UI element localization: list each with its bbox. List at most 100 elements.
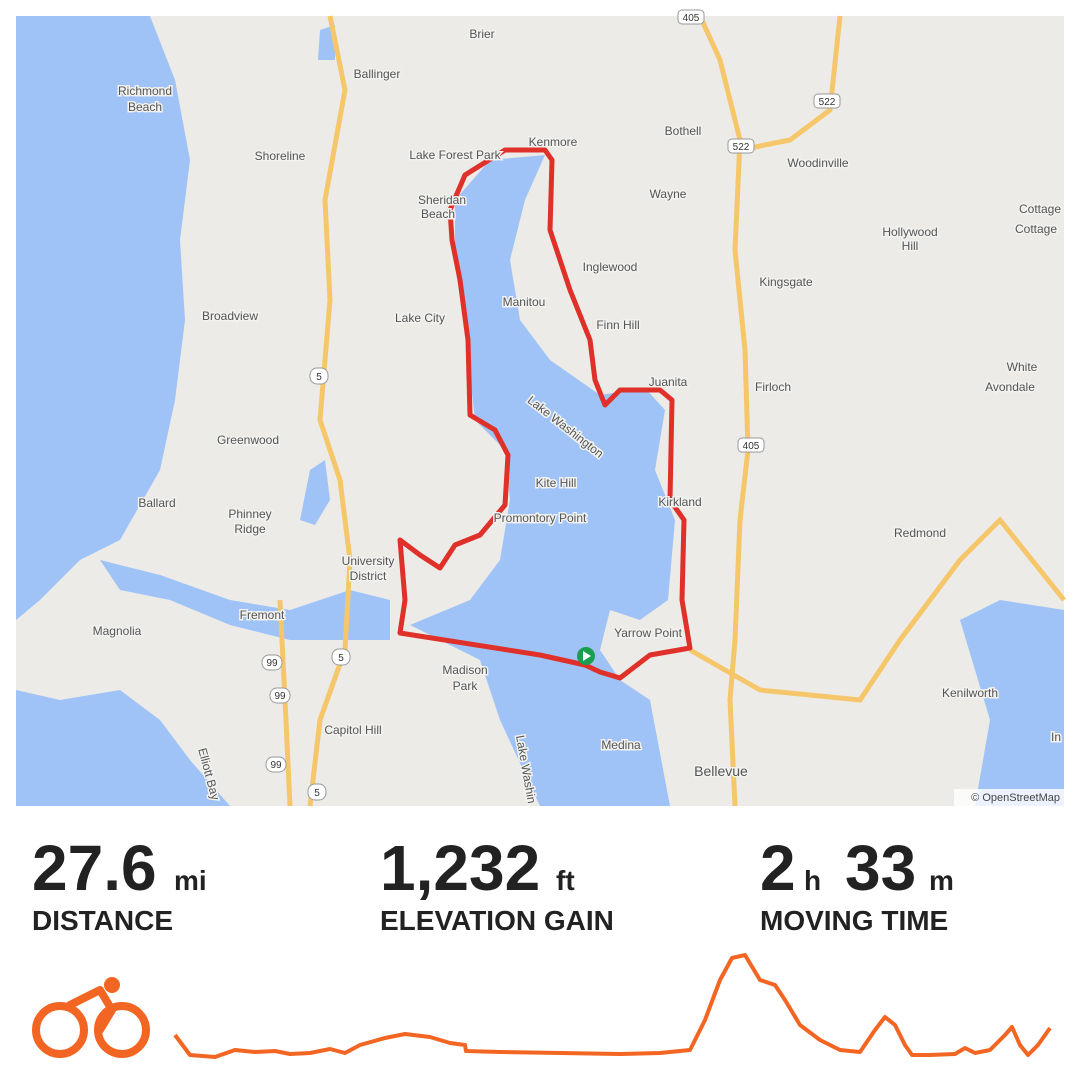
stat-value: 1,232	[380, 832, 540, 904]
route	[397, 147, 693, 681]
place-label: Ridge	[234, 522, 266, 536]
shield	[737, 437, 765, 453]
place-label: Capitol Hill	[324, 723, 381, 737]
place-label: Avondale	[985, 380, 1035, 394]
place-label: Richmond	[118, 84, 172, 98]
shield-label: 405	[743, 441, 760, 452]
stat-unit: mi	[174, 865, 207, 896]
shield-label: 5	[314, 788, 320, 799]
place-label: Park	[453, 679, 479, 693]
shield	[309, 367, 329, 385]
start-icon	[583, 651, 591, 661]
shield-label: 99	[270, 760, 282, 771]
shield-label: 522	[733, 142, 750, 153]
place-label: District	[350, 569, 387, 583]
place-label: Beach	[128, 100, 162, 114]
place-label: Lake City	[395, 311, 445, 325]
wheel	[32, 1002, 88, 1058]
shield-label: 99	[266, 658, 278, 669]
stat-value: 2	[760, 832, 796, 904]
place-label: In	[1051, 730, 1061, 744]
wheel	[94, 1002, 150, 1058]
place-label: Kingsgate	[759, 275, 813, 289]
i-405	[697, 14, 751, 807]
shield	[813, 93, 841, 109]
place-label: Kenilworth	[942, 686, 998, 700]
place-label: Cottage	[1019, 202, 1061, 216]
shield-label: 99	[274, 691, 286, 702]
ship-canal	[100, 560, 390, 640]
stat-label: ELEVATION GAIN	[380, 905, 614, 936]
rider-head	[104, 977, 120, 993]
green-lake	[300, 460, 330, 525]
place-label: Fremont	[240, 608, 285, 622]
place-label: Greenwood	[217, 433, 279, 447]
place-label: Hollywood	[882, 225, 937, 239]
cyclist-icon	[32, 977, 150, 1058]
place-label: Woodinville	[787, 156, 848, 170]
lake-sammamish	[960, 600, 1064, 806]
place-label: Broadview	[202, 309, 258, 323]
place-label: Yarrow Point	[614, 626, 682, 640]
place-label: Inglewood	[583, 260, 638, 274]
shield	[265, 756, 287, 773]
place-label: Wayne	[650, 187, 687, 201]
shield-label: 5	[316, 372, 322, 383]
place-label: Kite Hill	[536, 476, 577, 490]
shield-label: 405	[683, 13, 700, 24]
road-shields: 405 522 522 5 405 99 99 5 99 5	[261, 9, 841, 801]
place-label: Sheridan	[418, 193, 466, 207]
sr-522	[739, 15, 843, 153]
place-label: Shoreline	[255, 149, 306, 163]
map: Brier Ballinger Richmond Beach Shoreline…	[16, 9, 1066, 807]
shield	[269, 687, 291, 704]
place-label: University	[342, 554, 395, 568]
place-label: Cottage	[1015, 222, 1057, 236]
elevation-profile	[173, 953, 1052, 1059]
stat-value: 27.6	[32, 832, 157, 904]
stat-unit: ft	[556, 865, 575, 896]
i-5	[307, 15, 353, 807]
place-label: Promontory Point	[494, 511, 587, 525]
stat-label: MOVING TIME	[760, 905, 948, 936]
shield	[727, 138, 755, 154]
place-label: Phinney	[228, 507, 271, 521]
place-label: Ballard	[138, 496, 175, 510]
place-label: Bothell	[665, 124, 702, 138]
place-label: Redmond	[894, 526, 946, 540]
elliott-bay	[16, 690, 230, 806]
stat-value: 33	[845, 832, 916, 904]
stat-unit: m	[929, 865, 954, 896]
stat-unit: h	[804, 865, 821, 896]
place-label: Juanita	[649, 375, 688, 389]
place-label: Finn Hill	[596, 318, 639, 332]
shield	[677, 9, 705, 25]
place-label: Kirkland	[658, 495, 701, 509]
place-label: Magnolia	[93, 624, 142, 638]
place-label: Madison	[442, 663, 487, 677]
place-label: Bellevue	[694, 763, 748, 779]
place-label: Medina	[601, 738, 641, 752]
lake	[318, 25, 335, 60]
stat-label: DISTANCE	[32, 905, 173, 936]
place-label: Ballinger	[354, 67, 401, 81]
place-label: Brier	[469, 27, 494, 41]
attribution[interactable]: © OpenStreetMap	[971, 792, 1060, 804]
shield-label: 522	[819, 97, 836, 108]
shield	[331, 648, 351, 666]
place-label: Hill	[902, 239, 919, 253]
place-label: White	[1007, 360, 1038, 374]
sr-520	[688, 516, 1066, 703]
rider-body	[66, 986, 116, 1034]
start-marker	[577, 647, 595, 665]
place-label: Kenmore	[529, 135, 578, 149]
place-label: Beach	[421, 207, 455, 221]
shield	[307, 783, 327, 801]
shield-label: 5	[338, 653, 344, 664]
place-label: Firloch	[755, 380, 791, 394]
shield	[261, 654, 283, 671]
attribution-bg	[954, 789, 1064, 806]
highways	[277, 14, 1066, 807]
place-label: Manitou	[503, 295, 546, 309]
